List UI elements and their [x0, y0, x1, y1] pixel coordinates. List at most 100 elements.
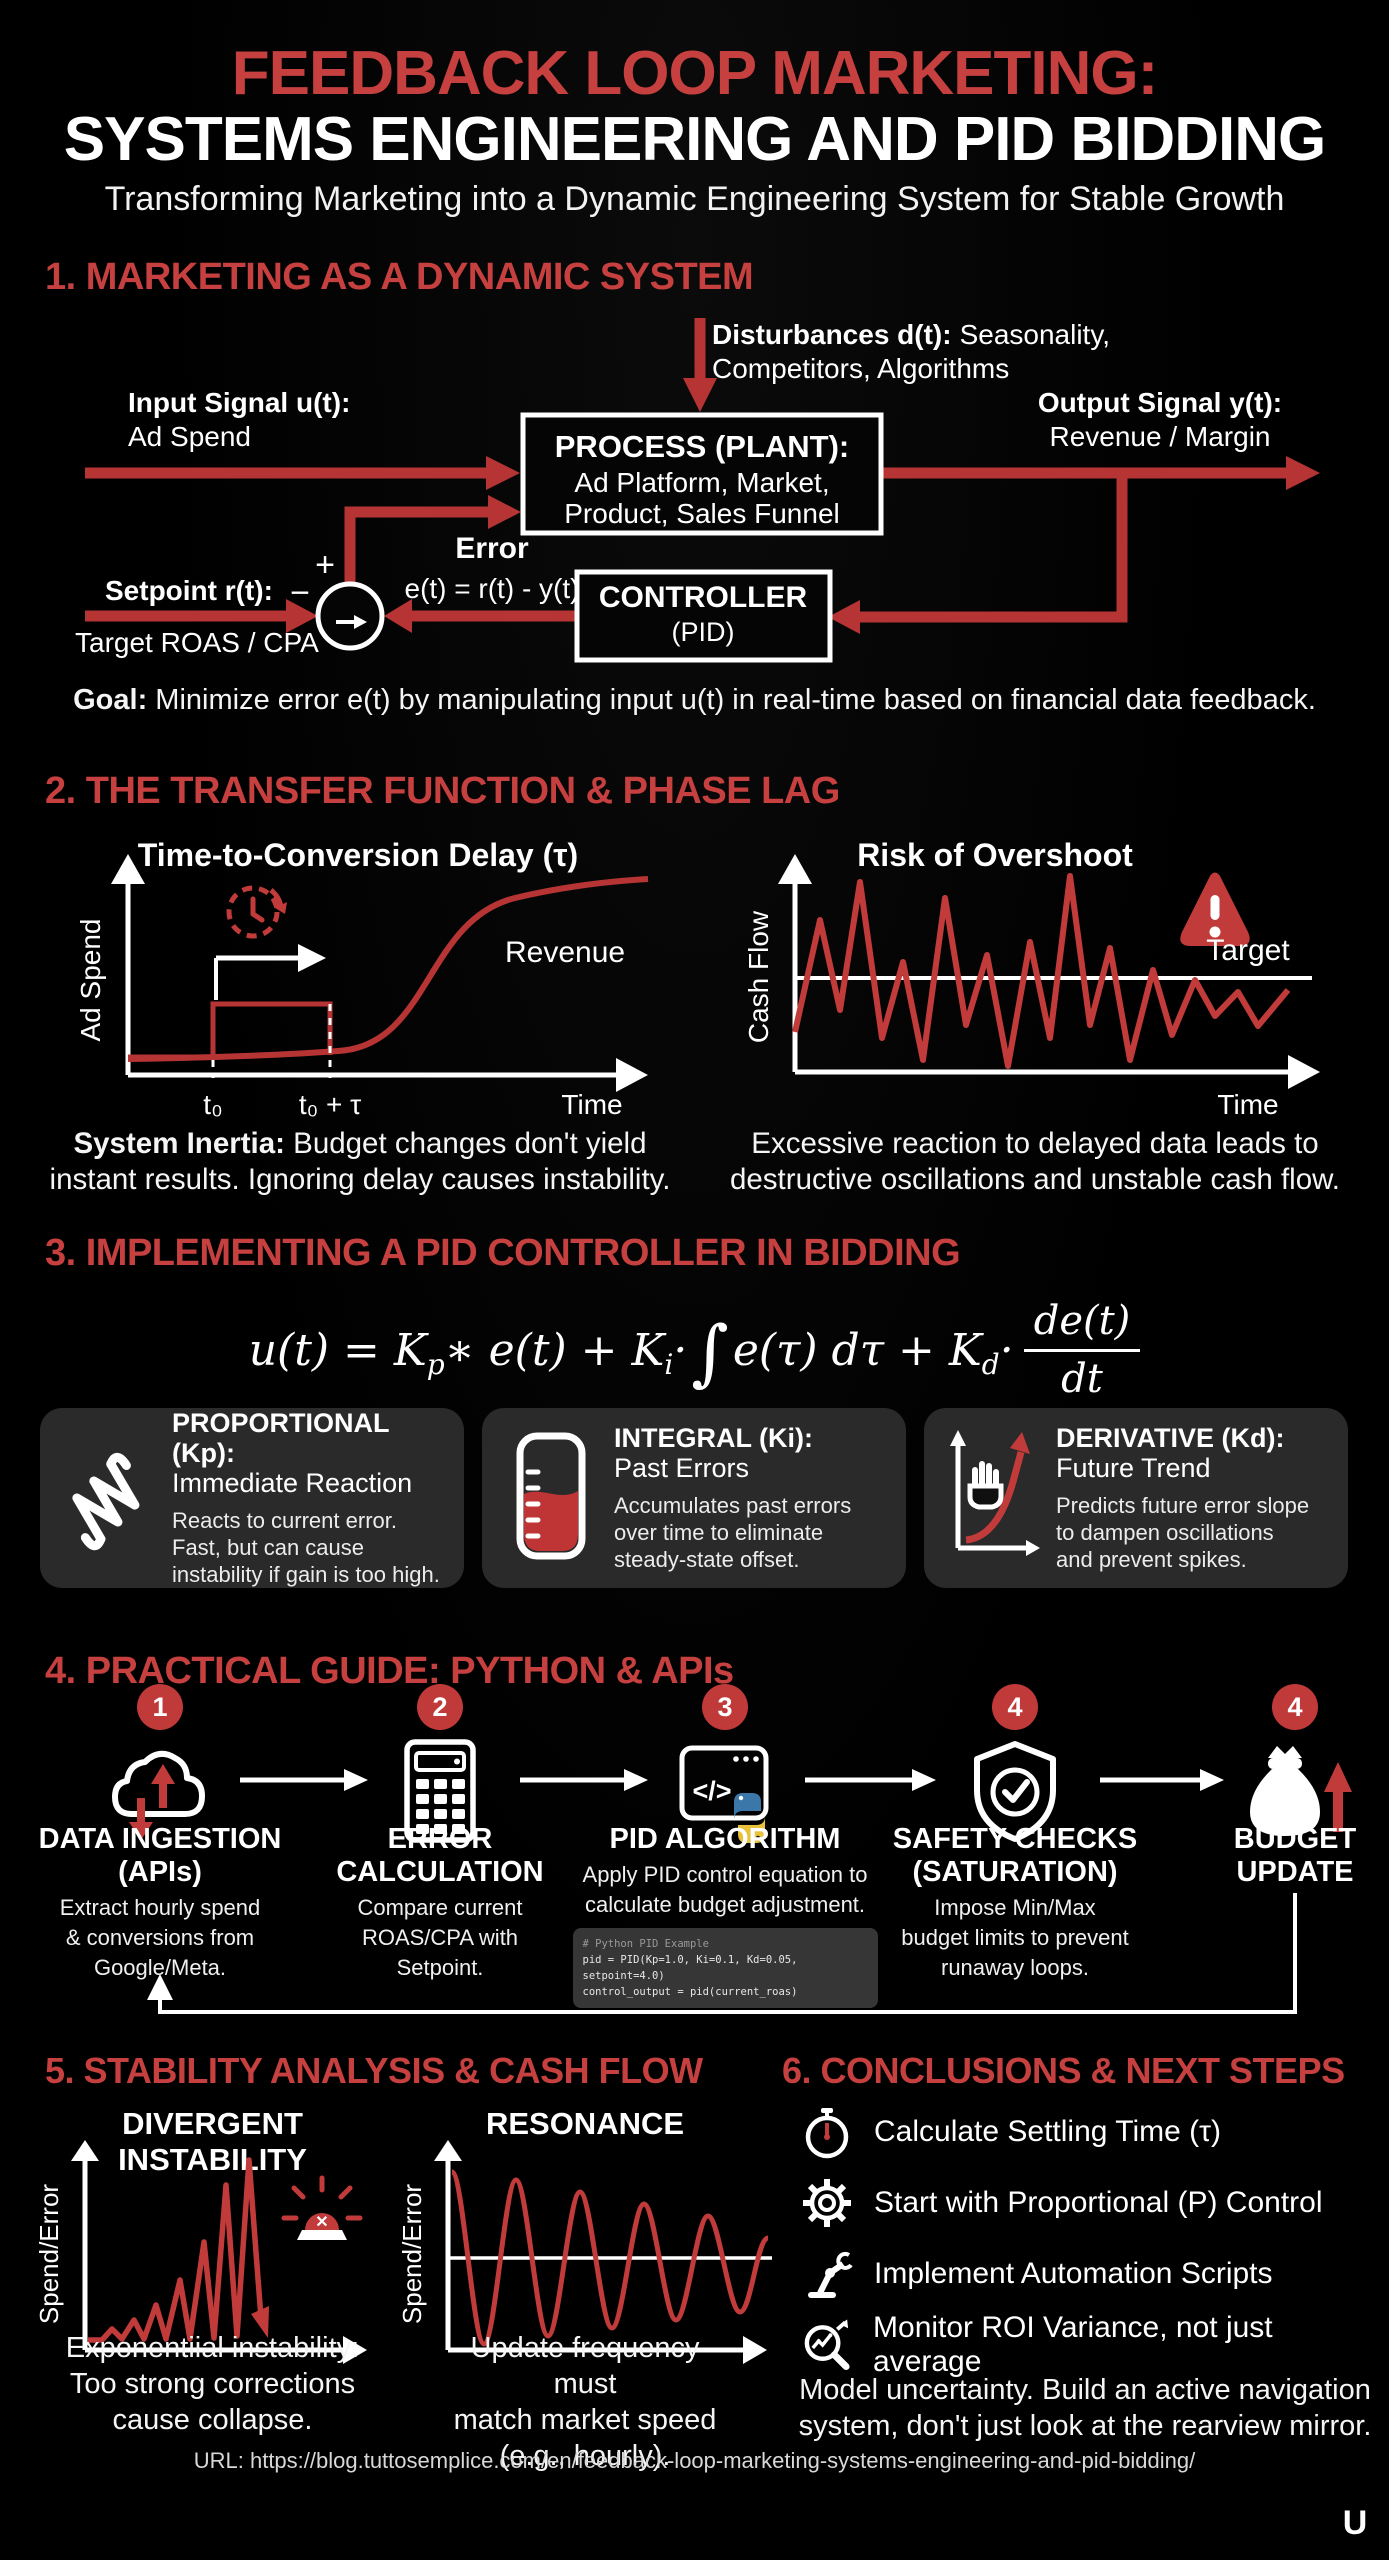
python-code-icon: </> [679, 1745, 769, 1843]
error-label: Error [455, 532, 529, 565]
plant-line2: Ad Platform, Market, [574, 467, 829, 498]
step-badge-1: 1 [137, 1684, 183, 1730]
delay-span-arrow [214, 944, 326, 1000]
list-item-label: Implement Automation Scripts [874, 2257, 1273, 2290]
input-label: Input Signal u(t): [128, 387, 350, 418]
disturbance-label: Disturbances d(t): Seasonality, [712, 319, 1110, 350]
delay-caption: System Inertia: Budget changes don't yie… [49, 1127, 671, 1196]
money-bag-icon: $ [1250, 1746, 1352, 1836]
input-arrow [85, 456, 520, 490]
trend-hand-icon [950, 1430, 1040, 1556]
step-badge-2: 2 [417, 1684, 463, 1730]
section2-heading: 2. THE TRANSFER FUNCTION & PHASE LAG [45, 770, 840, 812]
card-body: Predicts future error slope to dampen os… [1056, 1493, 1310, 1572]
divergent-title: DIVERGENT INSTABILITY [118, 2106, 307, 2177]
page-title-red: FEEDBACK LOOP MARKETING: [231, 39, 1159, 108]
stability-charts: Spend/Error ✕ Spend/Error [34, 2140, 772, 2364]
minus-sign: − [290, 574, 310, 612]
resonance-ylabel: Spend/Error [397, 2184, 427, 2325]
shield-check-icon [974, 1741, 1056, 1842]
overshoot-xlabel: Time [1217, 1089, 1278, 1120]
section1-heading: 1. MARKETING AS A DYNAMIC SYSTEM [45, 256, 754, 298]
step-desc: Extract hourly spend & conversions from … [59, 1895, 261, 1980]
setpoint-label: Setpoint r(t): [105, 575, 273, 606]
derivative-card: DERIVATIVE (Kd): Future Trend Predicts f… [924, 1408, 1348, 1588]
svg-text:</>: </> [692, 1776, 731, 1806]
step-5: BUDGET UPDATE [1160, 1823, 1389, 1889]
list-item-label: Start with Proportional (P) Control [874, 2186, 1323, 2219]
list-item: Calculate Settling Time (τ) [800, 2105, 1380, 2159]
delay-clock-icon [226, 885, 287, 939]
list-item-label: Monitor ROI Variance, not just average [873, 2311, 1273, 2378]
pipeline-connectors [147, 1769, 1297, 2014]
control-loop-diagram: Disturbances d(t): Seasonality, Competito… [75, 318, 1320, 663]
plus-sign: + [315, 546, 335, 584]
step-3: PID ALGORITHM Apply PID control equation… [555, 1823, 895, 2008]
code-line: control_output = pid(current_roas) [582, 1986, 798, 1998]
gear-icon [803, 2179, 851, 2227]
step-badge-3: 3 [702, 1684, 748, 1730]
integral-card: INTEGRAL (Ki): Past Errors Accumulates p… [482, 1408, 906, 1588]
controller-output-arrow [384, 599, 577, 633]
controller-sub: (PID) [672, 617, 735, 647]
step-badge-4: 4 [992, 1684, 1038, 1730]
delay-chart-axes [111, 854, 648, 1092]
section6-heading: 6. CONCLUSIONS & NEXT STEPS [782, 2050, 1345, 2091]
step-title: PID ALGORITHM [609, 1823, 841, 1855]
step-desc: Apply PID control equation to calculate … [582, 1862, 868, 1917]
step-desc: Compare current ROAS/CPA with Setpoint. [357, 1895, 523, 1980]
setpoint-arrow [85, 599, 318, 633]
error-formula: e(t) = r(t) - y(t) [405, 573, 580, 604]
logo-letter: U [1343, 2504, 1368, 2542]
t0-tick: t₀ [203, 1089, 222, 1120]
beaker-icon [516, 1432, 586, 1560]
overshoot-caption: Excessive reaction to delayed data leads… [729, 1127, 1340, 1196]
conclusions-list: Calculate Settling Time (τ) Start with P… [800, 2105, 1380, 2389]
code-comment: # Python PID Example [582, 1938, 709, 1950]
error-to-plant-arrow [344, 495, 521, 586]
oscillation-line [792, 873, 1291, 1069]
step-4: SAFETY CHECKS (SATURATION) Impose Min/Ma… [880, 1823, 1150, 1983]
divergent-ylabel: Spend/Error [34, 2184, 64, 2325]
card-body: Accumulates past errors over time to eli… [614, 1493, 852, 1572]
python-code-snippet: # Python PID Example pid = PID(Kp=1.0, K… [572, 1928, 878, 2008]
disturbance-label-line2: Competitors, Algorithms [712, 353, 1009, 384]
step-badge-5: 4 [1272, 1684, 1318, 1730]
summing-junction [315, 581, 385, 651]
cloud-sync-icon [112, 1750, 205, 1840]
revenue-curve [127, 876, 649, 1062]
plant-line3: Product, Sales Funnel [564, 498, 840, 529]
conclusions-note: Model uncertainty. Build an active navig… [798, 2374, 1372, 2442]
list-item: Implement Automation Scripts [800, 2247, 1380, 2301]
card-subtitle: Past Errors [614, 1453, 750, 1483]
step-title: DATA INGESTION (APIs) [38, 1823, 282, 1888]
crash-arrowhead [251, 2306, 269, 2338]
svg-text:$: $ [1275, 1787, 1295, 1828]
goal-statement: Goal: Minimize error e(t) by manipulatin… [73, 684, 1316, 716]
divergent-axes [71, 2140, 367, 2364]
delay-xlabel: Time [561, 1089, 622, 1120]
calculator-icon [404, 1739, 476, 1843]
card-title: PROPORTIONAL (Kp): [172, 1408, 390, 1468]
warning-icon [1180, 872, 1250, 946]
code-line: pid = PID(Kp=1.0, Ki=0.1, Kd=0.05, setpo… [582, 1954, 798, 1982]
output-label: Output Signal y(t): [1038, 387, 1282, 418]
setpoint-label-line2: Target ROAS / CPA [75, 627, 319, 658]
card-subtitle: Future Trend [1056, 1453, 1211, 1483]
plant-box: PROCESS (PLANT): Ad Platform, Market, Pr… [520, 412, 884, 536]
output-label-line2: Revenue / Margin [1049, 421, 1270, 452]
overshoot-chart-title: Risk of Overshoot [857, 837, 1133, 873]
disturbance-arrow [683, 318, 717, 412]
step-title: SAFETY CHECKS (SATURATION) [892, 1823, 1138, 1888]
overshoot-ylabel: Cash Flow [743, 910, 774, 1043]
t0-tau-tick: t₀ + τ [299, 1089, 361, 1120]
robot-arm-icon [808, 2251, 853, 2298]
alarm-icon: ✕ [281, 2175, 363, 2240]
ad-spend-step-line [128, 1001, 333, 1060]
resonance-title: RESONANCE [485, 2106, 685, 2141]
controller-box: CONTROLLER (PID) [574, 569, 833, 663]
card-title: DERIVATIVE (Kd): [1056, 1423, 1285, 1453]
controller-title: CONTROLLER [599, 581, 808, 614]
